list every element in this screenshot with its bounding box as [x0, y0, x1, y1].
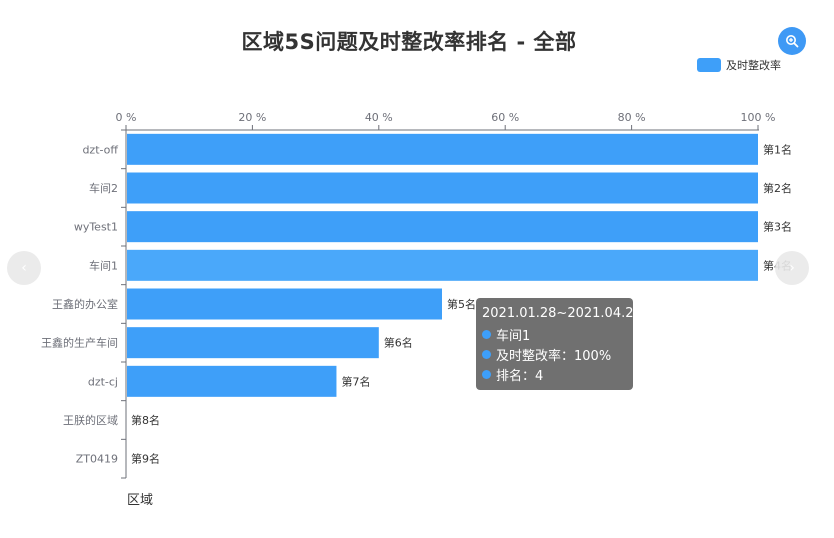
- legend-swatch: [697, 58, 721, 72]
- tooltip-title: 2021.01.28~2021.04.28: [482, 306, 642, 321]
- chart-title: 区域5S问题及时整改率排名 - 全部: [241, 30, 577, 54]
- data-label: 第8名: [131, 413, 160, 427]
- tooltip-dot: [482, 329, 491, 339]
- x-tick-label: 0 %: [116, 111, 137, 124]
- tooltip-row-rank: 排名：4: [482, 364, 627, 384]
- y-tick-label: 车间2: [89, 181, 118, 195]
- x-tick-label: 80 %: [618, 111, 646, 124]
- y-axis-title: 区域: [127, 493, 153, 508]
- tooltip-rate: 及时整改率：100%: [496, 348, 612, 364]
- tooltip-rank: 排名：4: [496, 368, 544, 384]
- legend-item[interactable]: 及时整改率: [697, 58, 781, 72]
- x-tick-label: 100 %: [741, 111, 776, 124]
- data-label: 第1名: [763, 142, 792, 156]
- tooltip-dot: [482, 369, 491, 379]
- data-label: 第9名: [131, 452, 160, 466]
- y-tick-label: 车间1: [89, 258, 118, 272]
- data-label: 第2名: [763, 181, 792, 195]
- tooltip-category: 车间1: [496, 328, 531, 344]
- bar: [127, 288, 442, 320]
- bar: [127, 365, 337, 397]
- zoom-in-icon: [786, 35, 799, 48]
- y-tick-label: dzt-off: [82, 143, 118, 156]
- y-tick-label: 王朕的区域: [63, 413, 118, 427]
- data-label: 第7名: [341, 374, 370, 388]
- y-tick-label: 王鑫的办公室: [52, 297, 118, 311]
- prev-button[interactable]: ‹: [7, 251, 41, 285]
- data-label: 第3名: [763, 220, 792, 234]
- x-tick-label: 40 %: [365, 111, 393, 124]
- data-label: 第6名: [384, 336, 413, 350]
- y-tick-label: ZT0419: [76, 453, 118, 466]
- x-tick-label: 60 %: [491, 111, 519, 124]
- bar: [127, 327, 379, 359]
- bar: [127, 133, 758, 165]
- zoom-button[interactable]: [778, 27, 806, 55]
- tooltip-row-category: 车间1: [482, 324, 627, 344]
- data-label: 第5名: [447, 297, 476, 311]
- chart-tooltip: 2021.01.28~2021.04.28 车间1 及时整改率：100% 排名：…: [476, 298, 642, 390]
- y-tick-label: 王鑫的生产车间: [41, 336, 118, 350]
- tooltip-row-rate: 及时整改率：100%: [482, 344, 627, 364]
- tooltip-dot: [482, 349, 491, 359]
- chevron-left-icon: ‹: [21, 260, 27, 276]
- legend-label: 及时整改率: [726, 59, 781, 72]
- bar: [127, 211, 758, 243]
- bar: [127, 249, 758, 281]
- y-tick-label: wyTest1: [74, 221, 118, 234]
- next-button[interactable]: ›: [775, 251, 809, 285]
- x-tick-label: 20 %: [238, 111, 266, 124]
- bar: [127, 172, 758, 204]
- chevron-right-icon: ›: [789, 260, 795, 276]
- y-tick-label: dzt-cj: [88, 375, 118, 388]
